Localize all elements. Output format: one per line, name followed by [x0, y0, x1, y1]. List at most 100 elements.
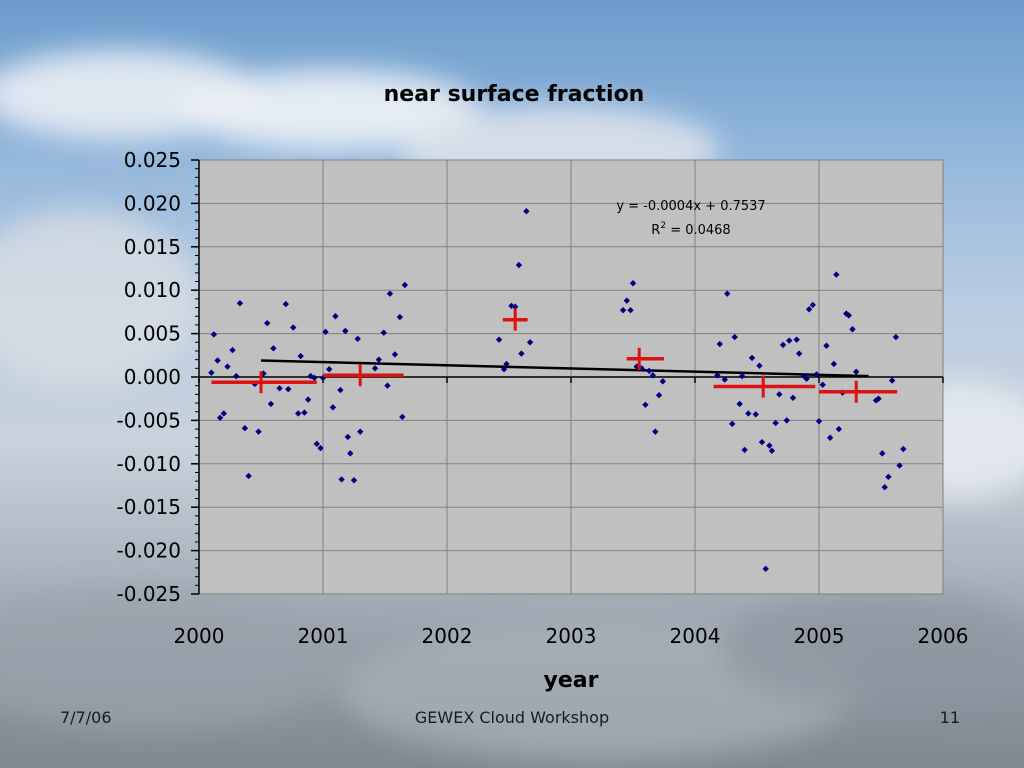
data-point [208, 369, 215, 376]
data-point [768, 447, 776, 454]
data-point [518, 350, 525, 357]
data-point [391, 351, 399, 358]
data-point [772, 419, 779, 427]
data-point [823, 342, 830, 349]
y-tick-label: 0.020 [124, 191, 181, 215]
y-tick-label: -0.010 [117, 452, 181, 476]
y-tick-label: 0.005 [124, 322, 181, 346]
y-tick-label: -0.005 [117, 408, 181, 432]
data-point [758, 438, 766, 446]
data-point [337, 386, 344, 394]
data-point [290, 324, 297, 331]
trendline [260, 359, 869, 378]
y-tick-label: 0.025 [124, 148, 181, 172]
data-point [515, 261, 523, 269]
data-point [503, 360, 510, 368]
data-point [748, 354, 756, 362]
data-point [805, 306, 813, 313]
r-squared-value: = 0.0468 [666, 223, 731, 238]
data-point [375, 356, 382, 363]
data-point [731, 333, 738, 341]
data-point [826, 434, 834, 441]
data-point [845, 312, 852, 319]
x-tick-label: 2000 [174, 624, 225, 648]
data-point [724, 290, 731, 297]
data-point [789, 394, 797, 402]
data-point [896, 462, 903, 469]
r-squared: R2 = 0.0468 [651, 221, 730, 238]
data-point [322, 328, 329, 336]
data-point [313, 440, 320, 448]
r-squared-superscript: 2 [660, 221, 666, 231]
footer-title: GEWEX Cloud Workshop [414, 708, 610, 727]
data-point [721, 376, 728, 383]
r-squared-prefix: R [651, 223, 660, 238]
data-point [629, 280, 637, 287]
data-point [738, 372, 746, 380]
data-point [210, 331, 218, 338]
data-point [526, 339, 534, 346]
footer-date: 7/7/06 [60, 708, 112, 727]
data-point [879, 450, 886, 457]
trend-equation: y = -0.0004x + 0.7537 [616, 199, 765, 214]
data-point [892, 333, 900, 341]
data-point [264, 319, 271, 327]
data-point [386, 290, 394, 297]
y-tick-label: 0.015 [124, 235, 181, 259]
data-point [875, 395, 882, 402]
data-point [255, 428, 262, 435]
data-point [347, 450, 354, 457]
data-point [729, 420, 736, 428]
data-point [655, 392, 663, 399]
data-point [523, 208, 530, 215]
data-point [642, 401, 649, 408]
data-point [736, 400, 743, 408]
data-point [329, 404, 337, 411]
data-point [849, 326, 856, 333]
data-point [766, 442, 773, 449]
data-point [270, 345, 277, 352]
data-point [354, 335, 361, 343]
data-point [649, 372, 657, 379]
data-point [220, 410, 227, 417]
data-point [659, 378, 666, 385]
data-point [623, 297, 630, 304]
x-tick-label: 2003 [546, 624, 597, 648]
data-point [809, 301, 816, 309]
data-point [399, 413, 406, 421]
data-point [835, 425, 843, 433]
data-point [285, 385, 292, 393]
data-point [714, 372, 721, 379]
data-point [236, 300, 244, 307]
y-tick-label: -0.025 [117, 582, 181, 606]
y-tick-label: 0.000 [124, 365, 181, 389]
data-point [338, 476, 345, 483]
x-tick-label: 2005 [794, 624, 845, 648]
data-point [396, 313, 404, 321]
data-point [216, 414, 224, 421]
data-point [214, 357, 221, 364]
data-point [267, 400, 275, 408]
x-tick-label: 2002 [422, 624, 473, 648]
y-tick-label: -0.015 [117, 495, 181, 519]
data-point [297, 352, 304, 360]
data-point [357, 428, 364, 435]
data-point [815, 418, 823, 425]
data-point [633, 363, 640, 370]
data-point [786, 337, 793, 344]
data-point [344, 433, 351, 441]
data-point [783, 417, 790, 424]
data-point [233, 372, 240, 380]
data-point [500, 365, 508, 373]
x-tick-label: 2006 [918, 624, 969, 648]
data-point [229, 346, 236, 354]
data-point [888, 377, 896, 384]
data-point [752, 411, 759, 418]
data-point [512, 303, 519, 310]
data-point [342, 327, 349, 335]
data-point [645, 367, 653, 375]
data-point [716, 340, 723, 348]
data-point [326, 365, 333, 373]
data-point [224, 363, 231, 370]
